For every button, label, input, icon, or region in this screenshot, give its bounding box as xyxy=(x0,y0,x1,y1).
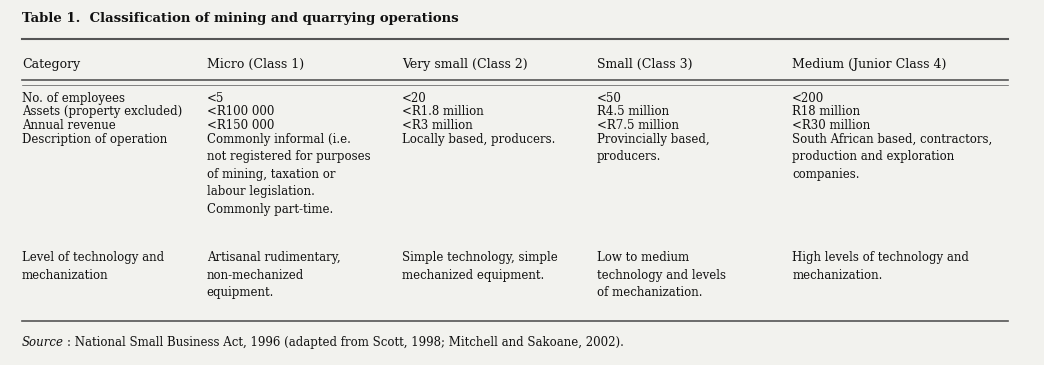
Text: <50: <50 xyxy=(597,92,622,105)
Text: Table 1.  Classification of mining and quarrying operations: Table 1. Classification of mining and qu… xyxy=(22,12,458,25)
Text: Micro (Class 1): Micro (Class 1) xyxy=(207,58,304,70)
Text: No. of employees: No. of employees xyxy=(22,92,125,105)
Text: Provincially based,
producers.: Provincially based, producers. xyxy=(597,132,710,163)
Text: Level of technology and
mechanization: Level of technology and mechanization xyxy=(22,251,164,282)
Text: Locally based, producers.: Locally based, producers. xyxy=(402,132,555,146)
Text: Commonly informal (i.e.
not registered for purposes
of mining, taxation or
labou: Commonly informal (i.e. not registered f… xyxy=(207,132,371,215)
Text: Simple technology, simple
mechanized equipment.: Simple technology, simple mechanized equ… xyxy=(402,251,557,282)
Text: <R3 million: <R3 million xyxy=(402,119,473,132)
Text: Description of operation: Description of operation xyxy=(22,132,167,146)
Text: South African based, contractors,
production and exploration
companies.: South African based, contractors, produc… xyxy=(792,132,993,181)
Text: <5: <5 xyxy=(207,92,224,105)
Text: R4.5 million: R4.5 million xyxy=(597,105,669,118)
Text: Low to medium
technology and levels
of mechanization.: Low to medium technology and levels of m… xyxy=(597,251,726,299)
Text: <R1.8 million: <R1.8 million xyxy=(402,105,483,118)
Text: Annual revenue: Annual revenue xyxy=(22,119,116,132)
Text: <200: <200 xyxy=(792,92,825,105)
Text: R18 million: R18 million xyxy=(792,105,860,118)
Text: Medium (Junior Class 4): Medium (Junior Class 4) xyxy=(792,58,947,70)
Text: High levels of technology and
mechanization.: High levels of technology and mechanizat… xyxy=(792,251,969,282)
Text: Source: Source xyxy=(22,337,64,349)
Text: : National Small Business Act, 1996 (adapted from Scott, 1998; Mitchell and Sako: : National Small Business Act, 1996 (ada… xyxy=(67,337,624,349)
Text: <R150 000: <R150 000 xyxy=(207,119,275,132)
Text: <R7.5 million: <R7.5 million xyxy=(597,119,679,132)
Text: <R30 million: <R30 million xyxy=(792,119,871,132)
Text: Very small (Class 2): Very small (Class 2) xyxy=(402,58,527,70)
Text: <20: <20 xyxy=(402,92,427,105)
Text: Assets (property excluded): Assets (property excluded) xyxy=(22,105,183,118)
Text: Category: Category xyxy=(22,58,80,70)
Text: <R100 000: <R100 000 xyxy=(207,105,275,118)
Text: Small (Class 3): Small (Class 3) xyxy=(597,58,692,70)
Text: Artisanal rudimentary,
non-mechanized
equipment.: Artisanal rudimentary, non-mechanized eq… xyxy=(207,251,340,299)
